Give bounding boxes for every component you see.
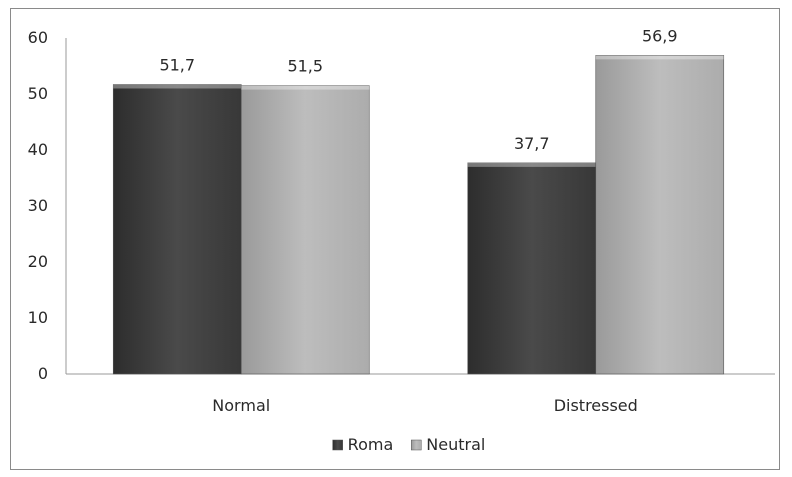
bar-neutral-distressed bbox=[595, 55, 725, 375]
legend-item: Roma bbox=[332, 435, 394, 454]
bar-highlight bbox=[113, 84, 242, 89]
bar-neutral-normal bbox=[240, 85, 370, 375]
y-ticks: 0 10 20 30 40 50 60 bbox=[28, 28, 48, 383]
bar-roma-distressed bbox=[467, 162, 597, 375]
legend-item: Neutral bbox=[411, 435, 485, 454]
legend-swatch bbox=[411, 439, 422, 451]
legend-swatch bbox=[332, 439, 343, 451]
bar-highlight bbox=[467, 162, 596, 167]
value-label: 51,5 bbox=[287, 57, 323, 76]
bar-roma-normal bbox=[112, 84, 242, 375]
category-label: Distressed bbox=[554, 396, 638, 415]
y-tick-label: 10 bbox=[28, 308, 48, 327]
value-labels: 51,7 51,5 37,7 56,9 bbox=[159, 26, 677, 153]
legend: Roma Neutral bbox=[332, 435, 485, 454]
category-labels: Normal Distressed bbox=[212, 396, 638, 415]
legend-label: Neutral bbox=[426, 435, 485, 454]
y-tick-label: 30 bbox=[28, 196, 48, 215]
value-label: 37,7 bbox=[514, 134, 550, 153]
value-label: 56,9 bbox=[642, 26, 678, 45]
y-tick-label: 20 bbox=[28, 252, 48, 271]
value-label: 51,7 bbox=[159, 55, 195, 74]
bar-highlight bbox=[241, 85, 370, 90]
y-tick-label: 0 bbox=[38, 364, 48, 383]
y-tick-label: 50 bbox=[28, 84, 48, 103]
bars bbox=[112, 55, 725, 375]
bar-highlight bbox=[595, 55, 724, 60]
category-label: Normal bbox=[212, 396, 270, 415]
y-tick-label: 60 bbox=[28, 28, 48, 47]
legend-label: Roma bbox=[348, 435, 394, 454]
y-tick-label: 40 bbox=[28, 140, 48, 159]
